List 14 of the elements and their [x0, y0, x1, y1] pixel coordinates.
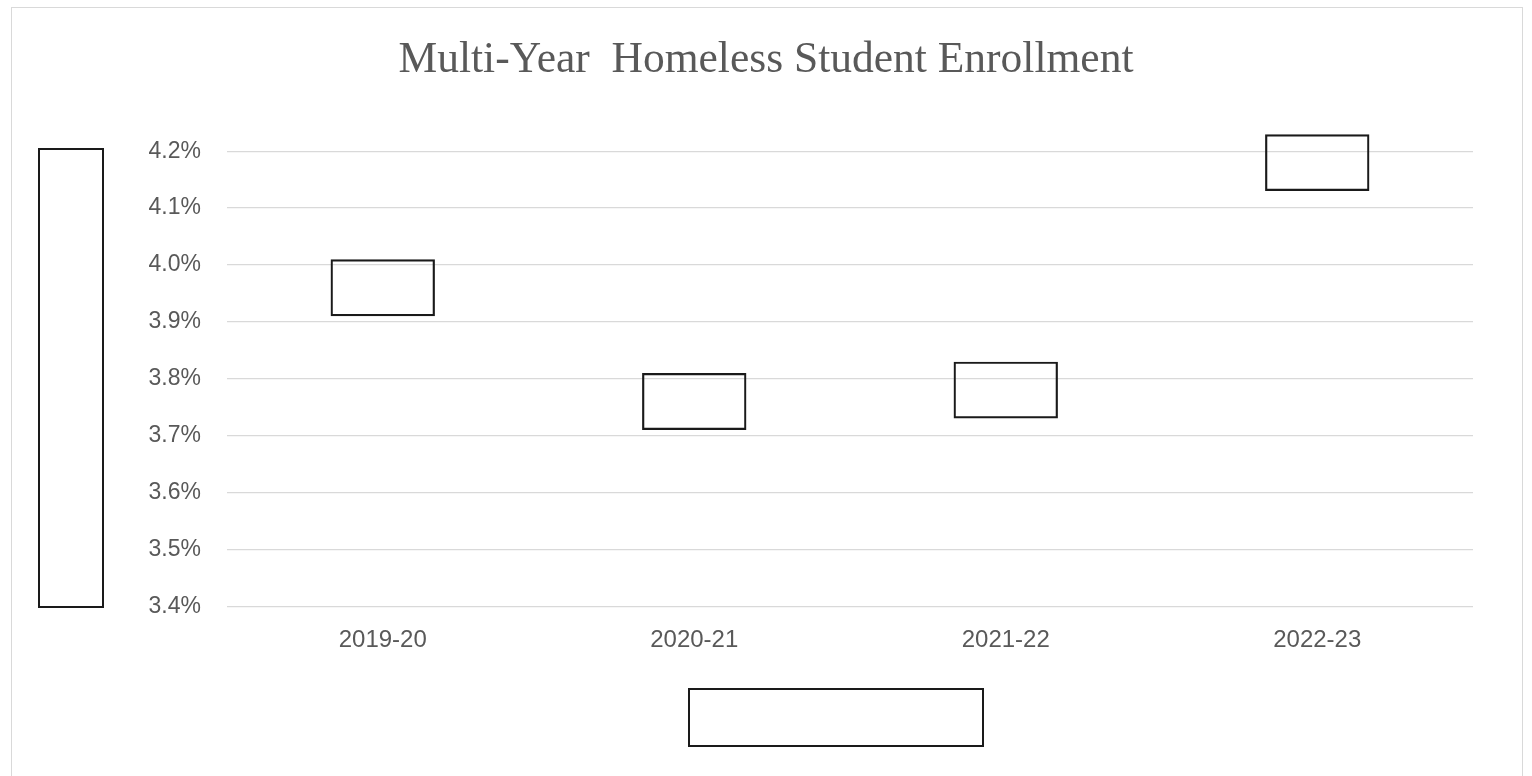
y-tick-label: 3.9% [148, 307, 201, 334]
y-tick-label: 3.5% [148, 534, 201, 561]
y-tick-label: 4.0% [148, 250, 201, 277]
x-tick-label: 2019-20 [338, 625, 427, 653]
chart-title: Multi-Year Homeless Student Enrollment [398, 32, 1134, 81]
y-tick-label: 3.7% [148, 420, 201, 447]
x-tick-label: 2020-21 [650, 625, 739, 653]
y-tick-label: 3.4% [148, 591, 201, 618]
x-tick-label: 2022-23 [1273, 625, 1362, 653]
y-tick-label: 3.6% [148, 477, 201, 504]
y-tick-label: 4.2% [148, 136, 201, 163]
y-tick-label: 4.1% [148, 193, 201, 220]
y-tick-label: 3.8% [148, 364, 201, 391]
x-tick-label: 2021-22 [961, 625, 1050, 653]
